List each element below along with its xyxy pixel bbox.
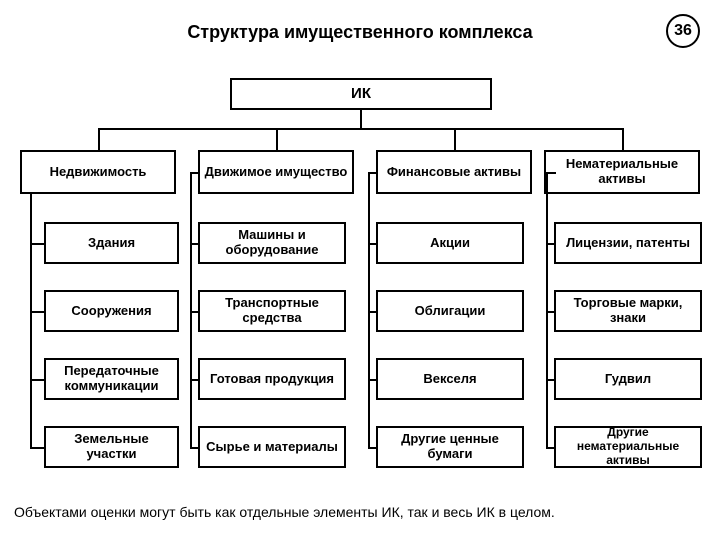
- connector: [190, 379, 198, 381]
- connector: [190, 311, 198, 313]
- connector: [360, 110, 362, 128]
- category-node: Нематериальные активы: [544, 150, 700, 194]
- connector: [368, 379, 376, 381]
- connector: [190, 243, 198, 245]
- connector: [546, 194, 548, 447]
- leaf-node: Готовая продукция: [198, 358, 346, 400]
- connector: [546, 243, 554, 245]
- leaf-node: Передаточные коммуникации: [44, 358, 179, 400]
- leaf-node: Здания: [44, 222, 179, 264]
- connector: [546, 379, 554, 381]
- leaf-node: Другие ценные бумаги: [376, 426, 524, 468]
- connector: [546, 311, 554, 313]
- connector: [368, 172, 370, 194]
- connector: [30, 379, 44, 381]
- leaf-node: Транспортные средства: [198, 290, 346, 332]
- page-title: Структура имущественного комплекса: [0, 22, 720, 43]
- leaf-node: Сырье и материалы: [198, 426, 346, 468]
- connector: [546, 172, 556, 174]
- connector: [190, 172, 200, 174]
- leaf-node: Лицензии, патенты: [554, 222, 702, 264]
- category-node: Финансовые активы: [376, 150, 532, 194]
- leaf-node: Сооружения: [44, 290, 179, 332]
- connector: [30, 243, 44, 245]
- connector: [622, 128, 624, 150]
- category-node: Недвижимость: [20, 150, 176, 194]
- connector: [454, 128, 456, 150]
- connector: [368, 194, 370, 447]
- connector: [98, 128, 622, 130]
- connector: [30, 194, 32, 447]
- footer-note: Объектами оценки могут быть как отдельны…: [14, 504, 706, 520]
- diagram-canvas: Структура имущественного комплекса 36 ИК…: [0, 0, 720, 540]
- connector: [368, 311, 376, 313]
- connector: [98, 128, 100, 150]
- page-number-badge: 36: [666, 14, 700, 48]
- root-node: ИК: [230, 78, 492, 110]
- leaf-node: Машины и оборудование: [198, 222, 346, 264]
- connector: [30, 447, 44, 449]
- leaf-node: Акции: [376, 222, 524, 264]
- category-node: Движимое имущество: [198, 150, 354, 194]
- connector: [30, 311, 44, 313]
- connector: [190, 447, 198, 449]
- leaf-node: Облигации: [376, 290, 524, 332]
- connector: [546, 447, 554, 449]
- connector: [368, 243, 376, 245]
- leaf-node: Торговые марки, знаки: [554, 290, 702, 332]
- connector: [190, 172, 192, 194]
- connector: [368, 172, 378, 174]
- leaf-node: Земельные участки: [44, 426, 179, 468]
- connector: [546, 172, 548, 194]
- leaf-node: Векселя: [376, 358, 524, 400]
- connector: [368, 447, 376, 449]
- connector: [190, 194, 192, 447]
- leaf-node: Гудвил: [554, 358, 702, 400]
- leaf-node: Другие нематериальные активы: [554, 426, 702, 468]
- connector: [276, 128, 278, 150]
